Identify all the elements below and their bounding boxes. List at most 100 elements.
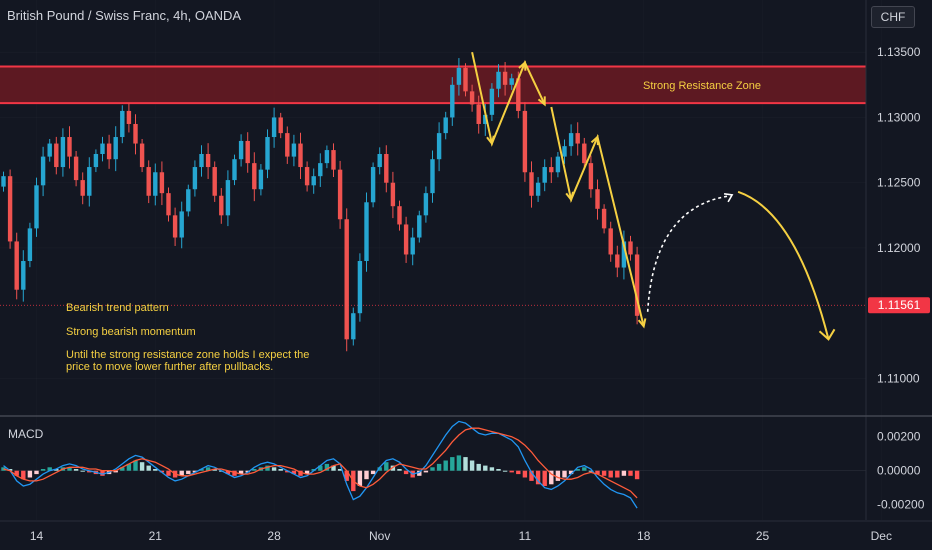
candle-body xyxy=(483,114,488,124)
macd-histogram-bar xyxy=(212,469,217,471)
candle-body xyxy=(357,261,363,314)
trend-annotations xyxy=(471,51,836,341)
macd-histogram-bar xyxy=(179,470,184,476)
macd-histogram-bar xyxy=(608,470,613,478)
macd-histogram-bar xyxy=(436,463,442,471)
candle-body xyxy=(615,254,620,268)
candle-body xyxy=(212,167,217,196)
x-tick-label: 25 xyxy=(756,529,770,543)
candle-body xyxy=(54,143,59,168)
macd-histogram-bar xyxy=(628,470,633,476)
candle-body xyxy=(450,84,455,118)
candle-body xyxy=(67,137,72,157)
y-tick-label: 1.13000 xyxy=(877,110,921,124)
macd-histogram-bar xyxy=(87,470,92,473)
candle-body xyxy=(139,143,145,168)
macd-histogram-bar xyxy=(1,467,6,471)
last-price-tag-box xyxy=(868,297,930,314)
candle-body xyxy=(40,156,46,186)
candle-body xyxy=(285,133,290,157)
candle-body xyxy=(568,133,574,147)
macd-histogram-bar xyxy=(192,470,198,473)
macd-histogram-bar xyxy=(403,470,409,475)
candle-body xyxy=(192,167,198,190)
candle-body xyxy=(7,176,13,242)
candle-body xyxy=(410,237,415,255)
macd-histogram-bar xyxy=(278,469,283,471)
candle-body xyxy=(324,150,330,164)
macd-histogram-bar xyxy=(615,470,620,478)
candle-body xyxy=(390,182,396,207)
macd-tick-label: -0.00200 xyxy=(877,498,925,512)
candle-body xyxy=(252,163,257,190)
candle-body xyxy=(582,143,587,164)
macd-histogram-bar xyxy=(225,470,231,475)
candle-body xyxy=(562,146,567,157)
macd-histogram-bar xyxy=(496,469,501,471)
candle-body xyxy=(21,261,26,290)
macd-histogram-bar xyxy=(205,467,211,471)
candle-body xyxy=(311,176,316,186)
macd-tick-label: 0.00000 xyxy=(877,464,921,478)
candle-body xyxy=(601,208,607,229)
macd-pane xyxy=(0,420,866,509)
macd-histogram-bar xyxy=(40,469,46,471)
macd-histogram-bar xyxy=(450,457,455,471)
macd-histogram-bar xyxy=(298,470,303,476)
note-bearish-momentum: Strong bearish momentum xyxy=(66,326,196,338)
macd-histogram-bar xyxy=(153,469,158,471)
macd-histogram-bar xyxy=(476,463,481,471)
macd-histogram-bar xyxy=(443,460,448,471)
macd-histogram-bar xyxy=(73,469,79,471)
zigzag-top-pattern-arrowhead xyxy=(518,60,527,71)
time-axis[interactable]: 14 21 28 Nov 11 18 25 Dec xyxy=(30,529,892,543)
candle-body xyxy=(232,159,237,181)
macd-histogram-bar xyxy=(238,470,244,475)
macd-histogram-bar xyxy=(265,465,270,471)
macd-histogram-bar xyxy=(595,470,600,475)
candle-body xyxy=(80,180,85,196)
candle-body xyxy=(542,167,547,183)
projected-drop-path xyxy=(737,190,830,340)
macd-histogram-bar xyxy=(377,467,382,471)
x-tick-label: 21 xyxy=(149,529,163,543)
candle-body xyxy=(364,202,369,262)
macd-histogram-bar xyxy=(14,470,19,476)
candle-body xyxy=(120,110,125,138)
candle-body xyxy=(60,137,66,168)
macd-histogram-bar xyxy=(120,467,125,471)
macd-histogram-bar xyxy=(463,457,468,471)
candle-body xyxy=(443,117,448,134)
y-tick-label: 1.13500 xyxy=(877,45,921,59)
macd-histogram-bar xyxy=(318,465,323,471)
candle-body xyxy=(608,228,613,255)
macd-histogram-bar xyxy=(54,469,59,471)
candle-body xyxy=(555,156,561,173)
macd-histogram-bar xyxy=(357,470,363,486)
currency-button[interactable]: CHF xyxy=(871,6,915,28)
candle-body xyxy=(186,189,191,212)
macd-histogram-bar xyxy=(186,470,191,475)
macd-histogram-bar xyxy=(232,470,237,476)
candle-body xyxy=(502,71,508,85)
macd-histogram-bar xyxy=(601,470,607,476)
macd-histogram-bar xyxy=(27,470,33,478)
y-tick-label: 1.12500 xyxy=(877,176,921,190)
macd-histogram-bar xyxy=(489,467,495,471)
macd-histogram-bar xyxy=(126,463,132,471)
macd-histogram-bar xyxy=(245,470,250,473)
price-axis[interactable]: 1.13500 1.13000 1.12500 1.12000 1.11000 xyxy=(877,45,921,385)
macd-histogram-bar xyxy=(397,469,402,471)
candle-body xyxy=(166,193,171,216)
note-bearish-trend: Bearish trend pattern xyxy=(66,302,169,314)
zigzag-decline-pattern xyxy=(550,106,645,327)
candle-body xyxy=(34,185,39,229)
candle-body xyxy=(153,172,158,196)
macd-histogram-bar xyxy=(621,470,627,476)
candle-body xyxy=(575,133,580,144)
candle-body xyxy=(47,143,52,157)
candle-body xyxy=(245,140,250,164)
macd-histogram-bar xyxy=(285,470,290,473)
macd-histogram-bar xyxy=(100,470,105,476)
